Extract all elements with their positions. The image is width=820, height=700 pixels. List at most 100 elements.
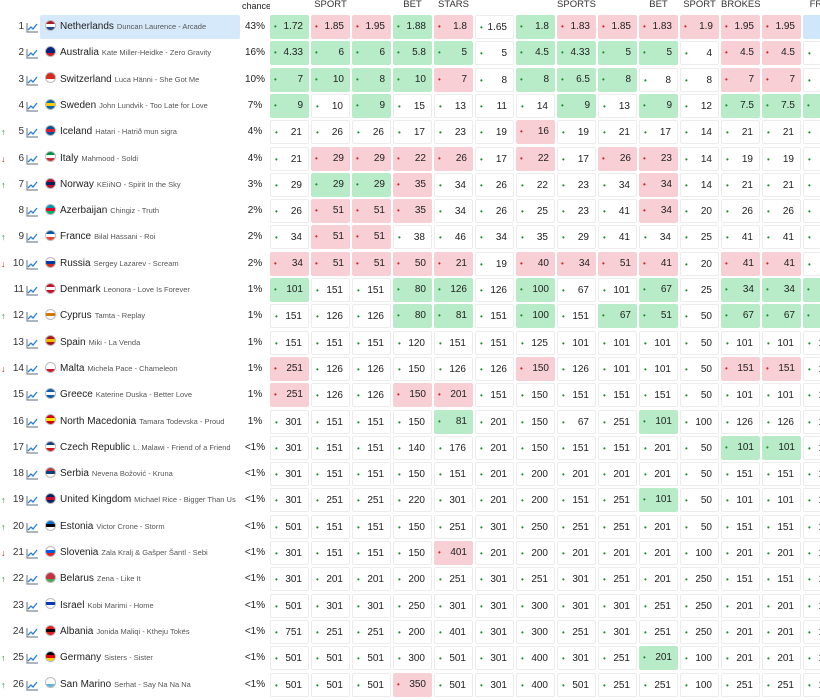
odds-cell[interactable]: • 201: [721, 593, 760, 618]
odds-cell[interactable]: • 151: [762, 514, 801, 539]
odds-cell[interactable]: • 200: [516, 488, 555, 513]
odds-cell[interactable]: • 201: [434, 383, 473, 408]
odds-cell[interactable]: •41: [803, 251, 820, 276]
odds-cell[interactable]: • 301: [598, 593, 637, 618]
odds-cell[interactable]: • 201: [639, 514, 678, 539]
odds-cell[interactable]: • 201: [639, 462, 678, 487]
odds-cell[interactable]: • 26: [762, 199, 801, 224]
odds-cell[interactable]: • 50: [680, 435, 719, 460]
odds-cell[interactable]: • 301: [434, 488, 473, 513]
odds-cell[interactable]: • 151: [311, 330, 350, 355]
odds-cell[interactable]: • 7.5: [762, 93, 801, 118]
odds-cell[interactable]: • 151: [557, 435, 596, 460]
entry-name[interactable]: Czech Republic L. Malawi - Friend of a Fr…: [40, 436, 240, 460]
odds-cell[interactable]: • 251: [270, 383, 309, 408]
table-row[interactable]: 4 Sweden John Lundvik - Too Late for Love 7…: [0, 93, 820, 119]
odds-cell[interactable]: • 501: [270, 646, 309, 671]
table-row[interactable]: ↑ 19 United Kingdom Michael Rice - Bigger T…: [0, 487, 820, 513]
odds-cell[interactable]: • 101: [557, 330, 596, 355]
odds-cell[interactable]: • 9: [557, 93, 596, 118]
odds-cell[interactable]: • 301: [557, 593, 596, 618]
odds-cell[interactable]: •41: [598, 225, 637, 250]
odds-cell[interactable]: • 5: [434, 41, 473, 66]
table-row[interactable]: ↑ 7 Norway KEiiNO - Spirit In the Sky 3% • 29 •…: [0, 172, 820, 198]
odds-cell[interactable]: •4.5: [803, 41, 820, 66]
entry-name[interactable]: Belarus Zena - Like It: [40, 567, 240, 591]
odds-cell[interactable]: • 23: [434, 120, 473, 145]
odds-cell[interactable]: • 151: [311, 514, 350, 539]
odds-cell[interactable]: • 150: [393, 514, 432, 539]
odds-cell[interactable]: • 250: [680, 593, 719, 618]
odds-cell[interactable]: • 1.88: [393, 15, 432, 39]
odds-cell[interactable]: • 6: [352, 41, 391, 66]
odds-cell[interactable]: • 251: [598, 514, 637, 539]
odds-cell[interactable]: •51: [803, 304, 820, 329]
odds-cell[interactable]: • 126: [311, 383, 350, 408]
odds-cell[interactable]: • 501: [270, 514, 309, 539]
odds-cell[interactable]: • 151: [721, 462, 760, 487]
odds-cell[interactable]: • 9: [352, 93, 391, 118]
odds-cell[interactable]: • 101: [803, 409, 820, 434]
line-chart-icon[interactable]: [26, 338, 39, 349]
odds-cell[interactable]: • 126: [762, 409, 801, 434]
odds-cell[interactable]: • 150: [516, 435, 555, 460]
odds-cell[interactable]: • 301: [475, 672, 514, 697]
odds-cell[interactable]: • 100: [680, 541, 719, 565]
odds-cell[interactable]: • 501: [434, 672, 473, 697]
odds-cell[interactable]: • 501: [557, 672, 596, 697]
odds-cell[interactable]: • 501: [270, 593, 309, 618]
odds-cell[interactable]: • 151: [475, 330, 514, 355]
odds-cell[interactable]: • 201: [475, 462, 514, 487]
odds-cell[interactable]: • 501: [270, 672, 309, 697]
odds-cell[interactable]: • 100: [680, 672, 719, 697]
odds-cell[interactable]: • 9: [270, 93, 309, 118]
line-chart-icon[interactable]: [26, 285, 39, 296]
odds-cell[interactable]: • 126: [311, 356, 350, 381]
odds-cell[interactable]: • 151: [352, 278, 391, 302]
odds-cell[interactable]: •4.5: [721, 41, 760, 66]
table-row[interactable]: ↓ 6 Italy Mahmood - Soldi 4% • 21 • 29 • 29 • 22 • 26 •…: [0, 146, 820, 172]
odds-cell[interactable]: • 101: [803, 593, 820, 618]
odds-cell[interactable]: • 50: [680, 488, 719, 513]
odds-cell[interactable]: • 251: [721, 672, 760, 697]
odds-cell[interactable]: • 67: [557, 278, 596, 302]
line-chart-icon[interactable]: [26, 601, 39, 612]
odds-cell[interactable]: •21: [721, 172, 760, 197]
odds-cell[interactable]: • 1.8: [434, 15, 473, 39]
odds-cell[interactable]: • 100: [680, 646, 719, 671]
line-chart-icon[interactable]: [26, 574, 39, 585]
odds-cell[interactable]: • 151: [352, 541, 391, 565]
odds-cell[interactable]: • 501: [311, 672, 350, 697]
odds-cell[interactable]: • 101: [721, 488, 760, 513]
table-row[interactable]: 15 Greece Katerine Duska - Better Love 1% • 2…: [0, 382, 820, 408]
table-row[interactable]: ↑ 9 France Bilal Hassani - Roi 2% • 34 • 51 • 51 • 3…: [0, 224, 820, 250]
odds-cell[interactable]: • 17: [639, 120, 678, 145]
header-bookmaker-1[interactable]: [270, 0, 309, 13]
odds-cell[interactable]: • 150: [393, 541, 432, 565]
odds-cell[interactable]: • 40: [516, 251, 555, 276]
header-bookmaker-7[interactable]: [516, 0, 555, 13]
table-row[interactable]: 18 Serbia Nevena Božović - Kruna <1% • 301 • 15…: [0, 461, 820, 487]
entry-name[interactable]: Switzerland Luca Hänni - She Got Me: [40, 68, 240, 92]
odds-cell[interactable]: •51: [352, 225, 391, 250]
odds-cell[interactable]: • 34: [434, 199, 473, 224]
odds-cell[interactable]: • 101: [803, 567, 820, 592]
entry-name[interactable]: Sweden John Lundvik - Too Late for Love: [40, 94, 240, 118]
odds-cell[interactable]: • 101: [721, 383, 760, 408]
odds-cell[interactable]: • 29: [352, 172, 391, 197]
odds-cell[interactable]: • 50: [680, 383, 719, 408]
odds-cell[interactable]: • 67: [557, 409, 596, 434]
odds-cell[interactable]: • 350: [393, 672, 432, 697]
odds-cell[interactable]: • 151: [352, 409, 391, 434]
odds-cell[interactable]: • 15: [393, 93, 432, 118]
entry-name[interactable]: North Macedonia Tamara Todevska - Proud: [40, 410, 240, 434]
entry-name[interactable]: Albania Jonida Maliqi - Ktheju Tokës: [40, 620, 240, 644]
odds-cell[interactable]: • 6: [311, 41, 350, 66]
odds-cell[interactable]: • 301: [270, 409, 309, 434]
odds-cell[interactable]: • 26: [598, 146, 637, 171]
odds-cell[interactable]: • 101: [639, 330, 678, 355]
odds-cell[interactable]: • 151: [557, 488, 596, 513]
odds-cell[interactable]: • 200: [516, 462, 555, 487]
odds-cell[interactable]: • 201: [352, 567, 391, 592]
odds-cell[interactable]: •21: [803, 120, 820, 145]
